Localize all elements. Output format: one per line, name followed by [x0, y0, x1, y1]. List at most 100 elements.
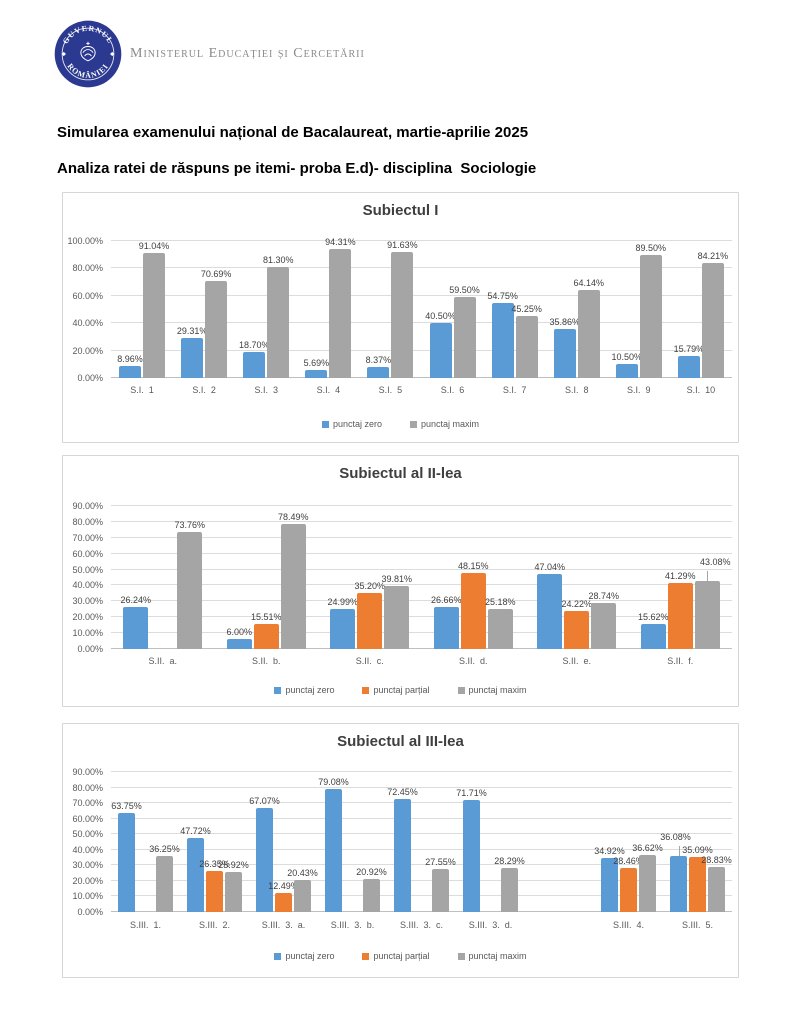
- data-label: 84.21%: [697, 250, 729, 261]
- data-label: 6.00%: [226, 627, 253, 638]
- data-label: 63.75%: [111, 800, 142, 811]
- y-tick-label: 60.00%: [72, 290, 103, 301]
- bar-punctaj-zero: 79.08%: [318, 777, 349, 912]
- bar-slot: [482, 772, 499, 912]
- bar-slot: 43.08%: [694, 506, 731, 649]
- legend-swatch: [362, 686, 370, 694]
- chart-panel-subiectul-1: Subiectul I 0.00% 20.00% 40.00% 60.00% 80.00…: [62, 192, 739, 443]
- category-group: 47.04% 24.22% 28.74%: [525, 506, 629, 649]
- bar-slot: 35.09%: [682, 772, 713, 912]
- plot-area: 63.75% 36.25% 47.72% 26.35% 25.92% 67.07% 12.4…: [111, 771, 732, 912]
- data-label: 73.76%: [174, 519, 206, 530]
- gridline: [111, 552, 732, 554]
- bar-slot: 94.31%: [325, 237, 356, 378]
- bar-punctaj-zero: 10.50%: [612, 352, 642, 378]
- document-title-line2: Analiza ratei de răspuns pe itemi- proba…: [57, 160, 537, 177]
- legend-swatch: [410, 420, 417, 428]
- gridline: [111, 322, 732, 324]
- category-group: 5.69% 94.31%: [297, 237, 359, 378]
- bar-punctaj-parțial: 12.49%: [268, 881, 299, 912]
- data-label: 10.50%: [611, 351, 643, 362]
- y-tick-label: 20.00%: [72, 612, 103, 623]
- bar-slot: 15.79%: [674, 241, 704, 378]
- data-label: 28.46%: [613, 855, 644, 866]
- bar-slot: 48.15%: [458, 506, 489, 649]
- chart-title: Subiectul I: [362, 202, 439, 219]
- bar-punctaj-maxim: 36.25%: [149, 844, 180, 912]
- bar-slot: 64.14%: [573, 241, 604, 378]
- data-label: 35.86%: [549, 316, 580, 327]
- bar-slot: 20.43%: [287, 772, 318, 912]
- bar-slot: 8.37%: [365, 241, 392, 378]
- legend-item: punctaj maxim: [410, 419, 479, 429]
- bar-slot: 28.74%: [588, 506, 619, 649]
- category-group: 47.72% 26.35% 25.92%: [180, 772, 249, 912]
- data-label: 8.37%: [365, 354, 392, 365]
- bar-punctaj-maxim: 20.43%: [287, 868, 318, 912]
- data-label: 26.35%: [199, 859, 230, 870]
- bar-slot: 47.04%: [534, 506, 565, 649]
- gridline: [111, 377, 732, 378]
- x-tick-label: S.III. 2.: [198, 920, 230, 930]
- bar-punctaj-parțial: 35.09%: [682, 845, 713, 912]
- y-tick-label: 30.00%: [72, 860, 103, 871]
- legend-label: punctaj zero: [285, 685, 335, 695]
- legend-item: punctaj parțial: [362, 685, 430, 695]
- data-label: 35.20%: [354, 581, 386, 592]
- bar-slot: 35.20%: [354, 506, 386, 649]
- gridline: [111, 584, 732, 586]
- data-label: 67.07%: [249, 795, 280, 806]
- bar-punctaj-zero: 35.86%: [549, 317, 580, 378]
- x-tick-label: S.I. 8: [564, 385, 589, 395]
- x-tick-label: S.II. f.: [667, 656, 694, 666]
- bar-slot: 91.63%: [387, 240, 418, 378]
- bar-punctaj-zero: 72.45%: [387, 787, 418, 912]
- legend-item: punctaj zero: [274, 685, 334, 695]
- legend-label: punctaj parțial: [373, 951, 430, 961]
- gridline: [111, 802, 732, 804]
- x-tick-label: S.II. e.: [562, 656, 591, 666]
- bar-slot: 84.21%: [698, 241, 728, 378]
- gridline: [111, 786, 732, 788]
- bar-slot: 71.71%: [456, 772, 487, 912]
- bar-slot: 12.49%: [268, 772, 299, 912]
- data-label: 15.51%: [250, 612, 282, 623]
- data-label: 25.92%: [218, 859, 249, 870]
- data-label: 8.96%: [117, 353, 143, 364]
- gridline: [111, 648, 732, 649]
- bar-slot: 36.08%: [660, 772, 691, 912]
- bar-slot: 63.75%: [111, 772, 142, 912]
- y-tick-label: 90.00%: [72, 767, 103, 777]
- bar-punctaj-parțial: 28.46%: [613, 856, 644, 912]
- bar-slot: 15.62%: [637, 506, 669, 649]
- bar-punctaj-zero: 5.69%: [304, 358, 329, 378]
- data-label: 24.99%: [327, 597, 359, 608]
- gridline: [111, 240, 732, 241]
- bar-punctaj-zero: 6.00%: [226, 627, 252, 649]
- bar-punctaj-zero: 26.24%: [120, 595, 151, 649]
- category-group: 18.70% 81.30%: [235, 241, 297, 378]
- bar-punctaj-maxim: 81.30%: [263, 255, 294, 378]
- data-label: 35.09%: [682, 845, 713, 856]
- bar-punctaj-maxim: 20.92%: [356, 867, 387, 912]
- x-axis: S.II. a. S.II. b. S.II. c. S.II. d. S.II. e.…: [111, 656, 732, 666]
- bar-slot: 24.22%: [561, 506, 592, 649]
- bar-slot: 28.46%: [613, 772, 644, 912]
- legend: punctaj zero punctaj parțial punctaj maxim: [63, 951, 738, 961]
- data-label: 26.66%: [430, 594, 462, 605]
- data-label: 12.49%: [268, 880, 299, 891]
- data-label: 70.69%: [200, 269, 232, 280]
- category-group: 26.66% 48.15% 25.18%: [422, 506, 526, 649]
- bar-punctaj-zero: 24.99%: [327, 597, 358, 649]
- category-group: 72.45% 27.55%: [387, 772, 456, 912]
- plot-area: 26.24% 73.76% 6.00% 15.51% 78.49% 24.99% 35.20…: [111, 505, 732, 649]
- data-label: 34.92%: [594, 845, 625, 856]
- category-group: 35.86% 64.14%: [546, 241, 608, 378]
- data-label: 15.62%: [637, 612, 669, 623]
- data-label: 71.71%: [456, 788, 487, 799]
- x-axis: S.I. 1 S.I. 2 S.I. 3 S.I. 4 S.I. 5 S.I. 6 S.I.…: [111, 385, 732, 395]
- bar-punctaj-maxim: 36.62%: [632, 843, 663, 912]
- bar-slot: 54.75%: [487, 241, 518, 378]
- x-tick-label: S.I. 4: [316, 385, 341, 395]
- gridline: [111, 520, 732, 522]
